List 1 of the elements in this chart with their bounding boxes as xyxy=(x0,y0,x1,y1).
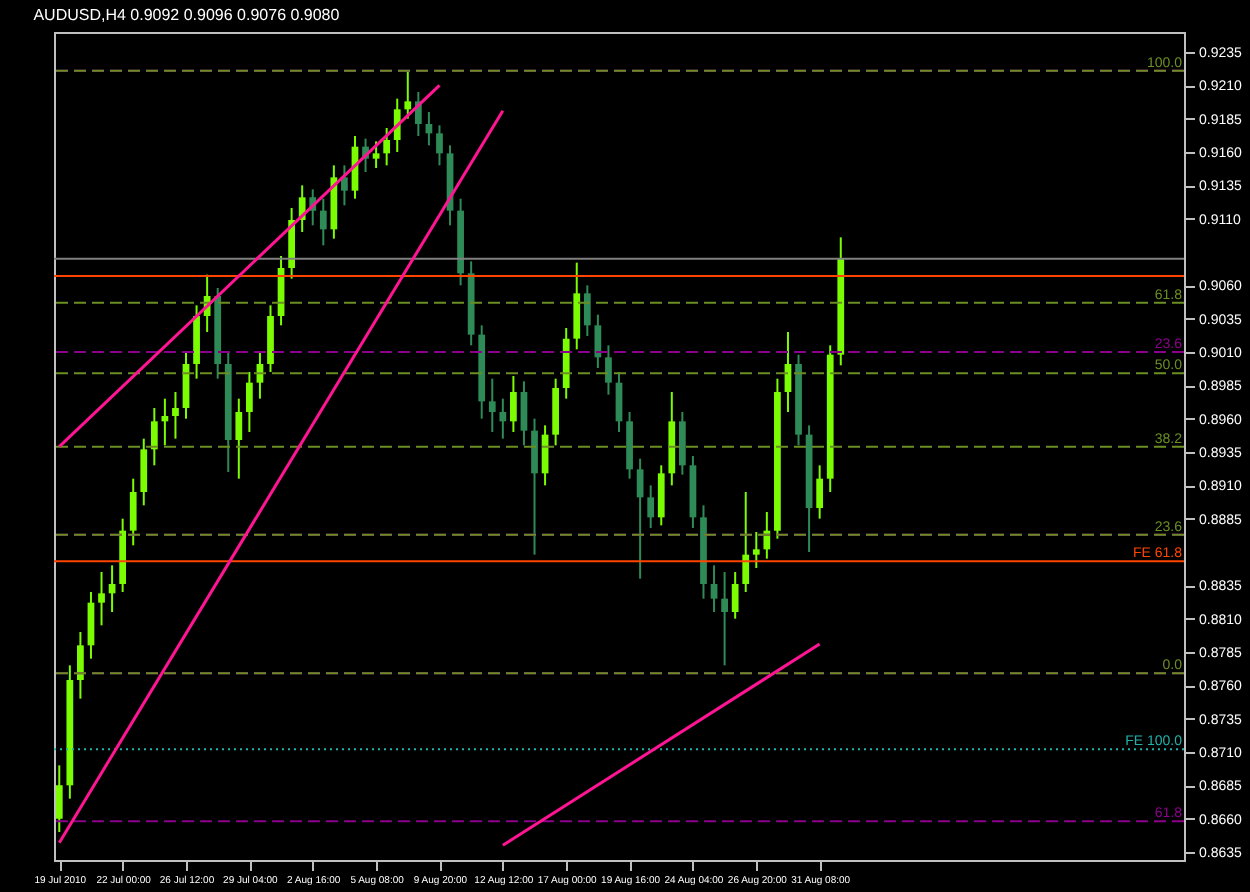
chart-title: AUDUSD,H4 0.9092 0.9096 0.9076 0.9080 xyxy=(33,6,341,24)
